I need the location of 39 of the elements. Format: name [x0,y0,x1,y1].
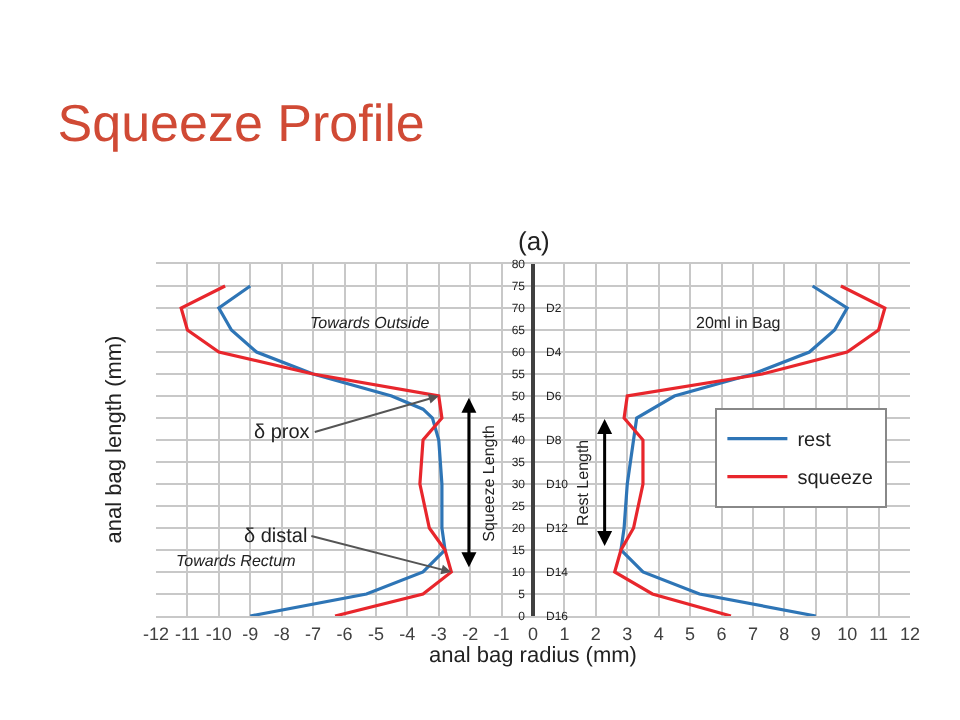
annotation: δ prox [254,422,310,444]
y-axis-title: anal bag length (mm) [103,335,128,544]
x-axis-title: anal bag radius (mm) [429,644,637,668]
x-tick-label: -11 [175,623,200,644]
x-tick-label: -1 [493,623,510,644]
x-tick-label: -10 [205,623,232,644]
line-series [613,284,887,616]
x-tick-label: 7 [747,623,758,644]
x-tick-label: 12 [899,623,921,644]
x-tick-label: 3 [622,623,633,644]
x-tick-label: -6 [336,623,353,644]
x-tick-label: 2 [590,623,601,644]
annotation: Squeeze Length [479,425,498,542]
x-tick-label: 1 [559,623,570,644]
x-tick-label: -9 [242,623,259,644]
x-tick-label: -4 [399,623,416,644]
chart-title: Squeeze Profile [57,92,425,153]
x-tick-label: -3 [430,623,447,644]
legend-label: squeeze [797,468,874,491]
x-tick-label: 5 [685,623,696,644]
x-tick-label: 11 [869,623,888,644]
line-series [179,284,453,616]
x-tick-label: -5 [367,623,384,644]
x-tick-label: -8 [273,623,290,644]
x-tick-label: 8 [779,623,790,644]
x-tick-label: 10 [837,623,858,644]
annotation: 20ml in Bag [696,314,781,332]
x-tick-label: -7 [305,623,322,644]
x-tick-label: 6 [716,623,727,644]
x-tick-label: 4 [653,623,664,644]
annotation: Towards Outside [310,314,431,332]
x-tick-label: -12 [142,623,170,644]
x-tick-label: 9 [810,623,821,644]
annotation: Towards Rectum [176,552,297,570]
x-tick-label: -2 [462,623,479,644]
legend-label: rest [797,430,832,453]
text: (a) [518,226,550,256]
annotation: δ distal [244,526,308,548]
annotation: Rest Length [574,439,593,527]
